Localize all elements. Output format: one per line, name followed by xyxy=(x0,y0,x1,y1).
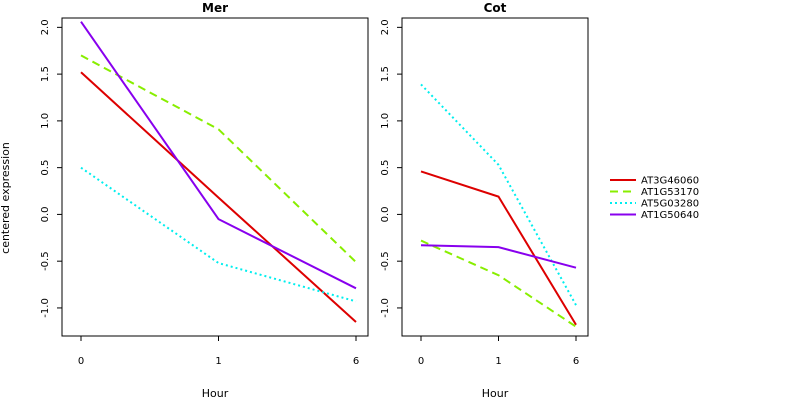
y-tick-label: 0.0 xyxy=(40,206,51,222)
x-tick-label: 6 xyxy=(573,356,579,367)
legend-label: AT3G46060 xyxy=(641,176,699,187)
y-tick-label: 1.0 xyxy=(380,113,391,129)
y-tick-label: 2.0 xyxy=(40,19,51,35)
y-tick-label: 1.0 xyxy=(40,113,51,129)
panel-title: Cot xyxy=(484,1,507,15)
y-tick-label: 2.0 xyxy=(380,19,391,35)
y-tick-label: 0.5 xyxy=(40,160,51,176)
y-tick-label: -0.5 xyxy=(40,251,51,271)
series-line-at1g53170 xyxy=(420,239,577,328)
y-tick-label: 0.5 xyxy=(380,160,391,176)
panel-cot: Cot -1.0 -0.5 0.0 0.5 1.0 1.5 2.0 0 1 6 Hour xyxy=(380,1,589,400)
y-tick-label: -1.0 xyxy=(40,298,51,318)
legend-entry: AT3G46060 xyxy=(610,176,699,187)
y-axis-title: centered expression xyxy=(0,142,12,254)
legend-entry: AT1G50640 xyxy=(610,210,699,221)
y-tick-label: 1.5 xyxy=(380,66,391,82)
legend-label: AT5G03280 xyxy=(641,199,699,210)
series-line-at3g46060 xyxy=(80,71,357,323)
legend-label: AT1G53170 xyxy=(641,187,699,198)
x-axis-title: Hour xyxy=(482,387,509,400)
series-line-at3g46060 xyxy=(420,170,577,326)
plot-frame xyxy=(61,17,369,337)
legend-entry: AT1G53170 xyxy=(610,187,699,198)
y-tick-label: 1.5 xyxy=(40,66,51,82)
series-line-at1g50640 xyxy=(420,244,577,269)
series-line-at1g53170 xyxy=(80,54,357,263)
x-tick-label: 0 xyxy=(418,356,424,367)
x-tick-label: 6 xyxy=(353,356,359,367)
x-tick-label: 1 xyxy=(495,356,501,367)
x-tick-label: 0 xyxy=(78,356,84,367)
plot-frame xyxy=(401,17,589,337)
series-line-at5g03280 xyxy=(420,83,577,306)
x-axis-title: Hour xyxy=(202,387,229,400)
y-tick-label: 0.0 xyxy=(380,206,391,222)
series-line-at1g50640 xyxy=(80,21,357,290)
y-tick-label: -1.0 xyxy=(380,298,391,318)
legend-entry: AT5G03280 xyxy=(610,199,699,210)
x-tick-label: 1 xyxy=(215,356,221,367)
panel-title: Mer xyxy=(202,1,228,15)
panel-mer: Mer -1.0 -0.5 0.0 0.5 1.0 1.5 2.0 0 1 6 Hour xyxy=(40,1,369,400)
legend-label: AT1G50640 xyxy=(641,210,699,221)
y-tick-label: -0.5 xyxy=(380,251,391,271)
series-line-at5g03280 xyxy=(80,166,357,303)
